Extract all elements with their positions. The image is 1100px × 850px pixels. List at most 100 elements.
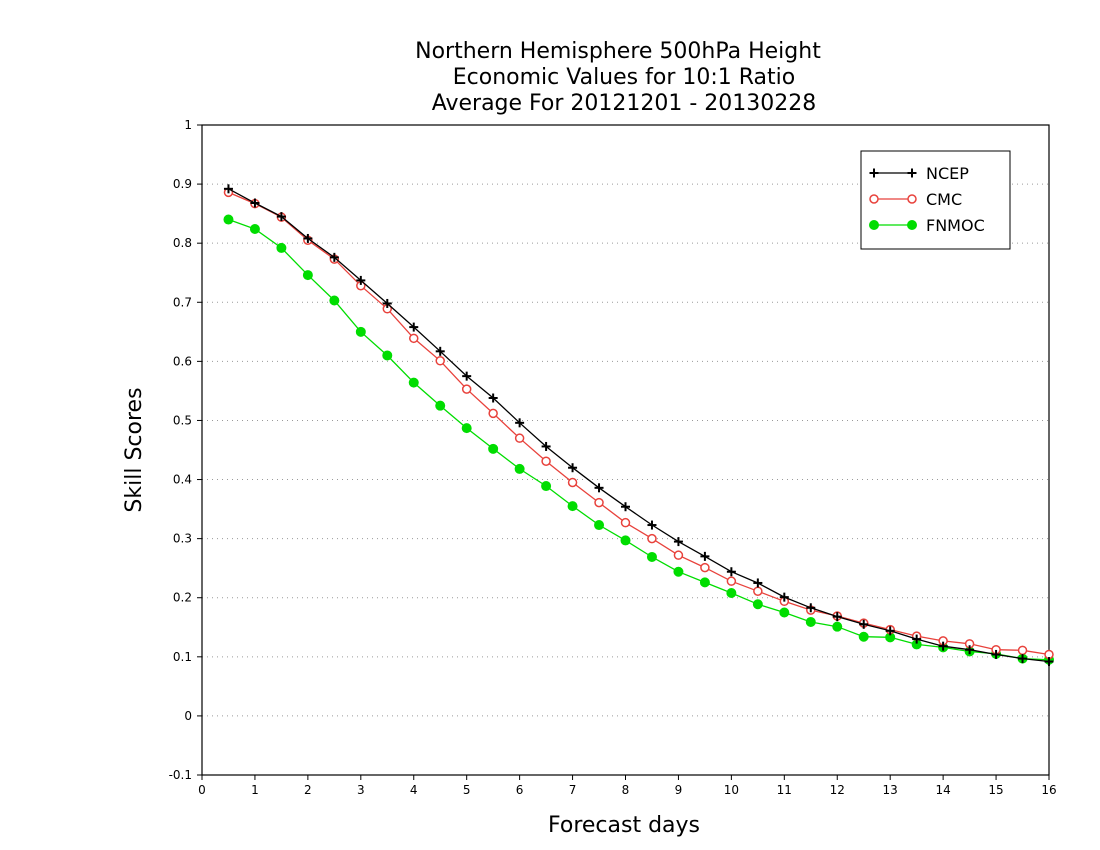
data-point-cmc	[435, 356, 445, 366]
data-point-fnmoc	[858, 631, 869, 642]
chart-title-line-3: Average For 20121201 - 20130228	[432, 91, 817, 116]
y-tick-label: 1	[184, 118, 192, 132]
series-fnmoc	[223, 214, 1054, 665]
data-point-cmc	[620, 517, 631, 528]
data-point-fnmoc	[302, 270, 313, 281]
legend-item-ncep: NCEP	[869, 164, 969, 183]
data-point-ncep	[568, 463, 578, 473]
data-point-ncep	[726, 567, 736, 577]
x-tick-label: 5	[463, 783, 471, 797]
y-tick-label: 0.4	[173, 473, 192, 487]
data-point-fnmoc	[276, 242, 287, 253]
x-tick-label: 15	[988, 783, 1003, 797]
data-point-ncep	[779, 592, 789, 602]
data-point-fnmoc	[594, 520, 605, 531]
data-point-cmc	[673, 550, 684, 560]
x-tick-label: 9	[675, 783, 683, 797]
data-point-cmc	[541, 456, 551, 466]
y-tick-label: 0.1	[173, 650, 192, 664]
series-ncep	[223, 184, 1054, 667]
data-point-ncep	[806, 603, 816, 613]
data-point-fnmoc	[355, 326, 366, 337]
y-tick-label: 0.3	[173, 532, 192, 546]
data-point-fnmoc	[541, 481, 552, 492]
data-point-fnmoc	[435, 400, 446, 411]
legend-marker-ncep	[907, 168, 917, 178]
data-point-ncep	[276, 212, 286, 222]
x-tick-label: 14	[935, 783, 950, 797]
chart-title: Northern Hemisphere 500hPa Height Econom…	[415, 39, 821, 116]
data-point-fnmoc	[752, 599, 763, 610]
data-point-ncep	[753, 578, 763, 588]
data-point-fnmoc	[699, 577, 710, 588]
data-point-fnmoc	[514, 463, 525, 474]
x-tick-label: 13	[883, 783, 898, 797]
data-point-fnmoc	[249, 224, 260, 234]
x-tick-label: 6	[516, 783, 524, 797]
data-point-cmc	[647, 533, 657, 544]
legend-item-cmc: CMC	[869, 190, 962, 209]
data-point-cmc	[514, 433, 525, 443]
legend-label-fnmoc: FNMOC	[926, 216, 985, 235]
data-point-fnmoc	[673, 566, 684, 577]
data-point-ncep	[515, 418, 525, 428]
y-tick-label: 0	[184, 709, 192, 723]
data-point-ncep	[409, 322, 419, 332]
axes: -0.100.10.20.30.40.50.60.70.80.910 1 2 3 4 5 6…	[169, 118, 1057, 797]
data-point-ncep	[594, 483, 604, 493]
data-point-ncep	[250, 198, 260, 208]
data-point-fnmoc	[461, 423, 472, 434]
x-tick-label: 8	[622, 783, 630, 797]
data-point-cmc	[488, 408, 498, 419]
y-tick-label: 0.2	[173, 591, 192, 605]
data-point-ncep	[965, 645, 975, 655]
x-tick-label: 16	[1041, 783, 1056, 797]
legend-marker-cmc	[869, 194, 879, 204]
x-tick-label: 0	[198, 783, 206, 797]
data-point-ncep	[700, 551, 710, 561]
series-line-ncep	[228, 188, 1050, 663]
series-line-fnmoc	[228, 218, 1050, 661]
data-point-ncep	[462, 371, 472, 381]
x-tick-label: 11	[777, 783, 792, 797]
legend-marker-cmc	[907, 194, 917, 204]
data-point-cmc	[594, 497, 604, 508]
data-point-ncep	[488, 393, 498, 403]
data-point-cmc	[461, 384, 472, 394]
legend-marker-fnmoc	[869, 220, 879, 230]
data-point-ncep	[303, 233, 313, 243]
y-tick-label: 0.5	[173, 413, 192, 427]
data-point-ncep	[382, 298, 392, 308]
chart-title-line-1: Northern Hemisphere 500hPa Height	[415, 39, 821, 64]
y-tick-label: 0.8	[173, 236, 192, 250]
data-point-cmc	[753, 586, 763, 596]
series-layer	[223, 184, 1054, 667]
data-point-fnmoc	[329, 295, 340, 306]
data-point-fnmoc	[646, 551, 657, 562]
x-axis-label: Forecast days	[548, 813, 700, 838]
y-tick-label: 0.7	[173, 295, 192, 309]
grid	[202, 183, 1049, 717]
data-point-fnmoc	[805, 616, 816, 627]
data-point-ncep	[223, 184, 233, 194]
y-tick-label: -0.1	[169, 768, 192, 782]
legend: NCEP CMC FNMOC	[860, 150, 1011, 250]
data-point-ncep	[859, 619, 869, 629]
data-point-ncep	[647, 520, 657, 530]
data-point-cmc	[567, 477, 578, 488]
data-point-ncep	[541, 441, 551, 451]
x-tick-label: 1	[251, 783, 259, 797]
x-tick-label: 2	[304, 783, 312, 797]
data-point-ncep	[356, 275, 366, 285]
data-point-cmc	[726, 576, 737, 586]
data-point-ncep	[885, 626, 895, 636]
data-point-fnmoc	[779, 607, 790, 618]
x-tick-label: 3	[357, 783, 365, 797]
data-point-ncep	[1044, 657, 1054, 667]
series-line-cmc	[228, 191, 1050, 656]
x-tick-label: 4	[410, 783, 418, 797]
series-cmc	[223, 187, 1054, 660]
legend-item-fnmoc: FNMOC	[869, 216, 985, 235]
x-tick-label: 10	[724, 783, 739, 797]
